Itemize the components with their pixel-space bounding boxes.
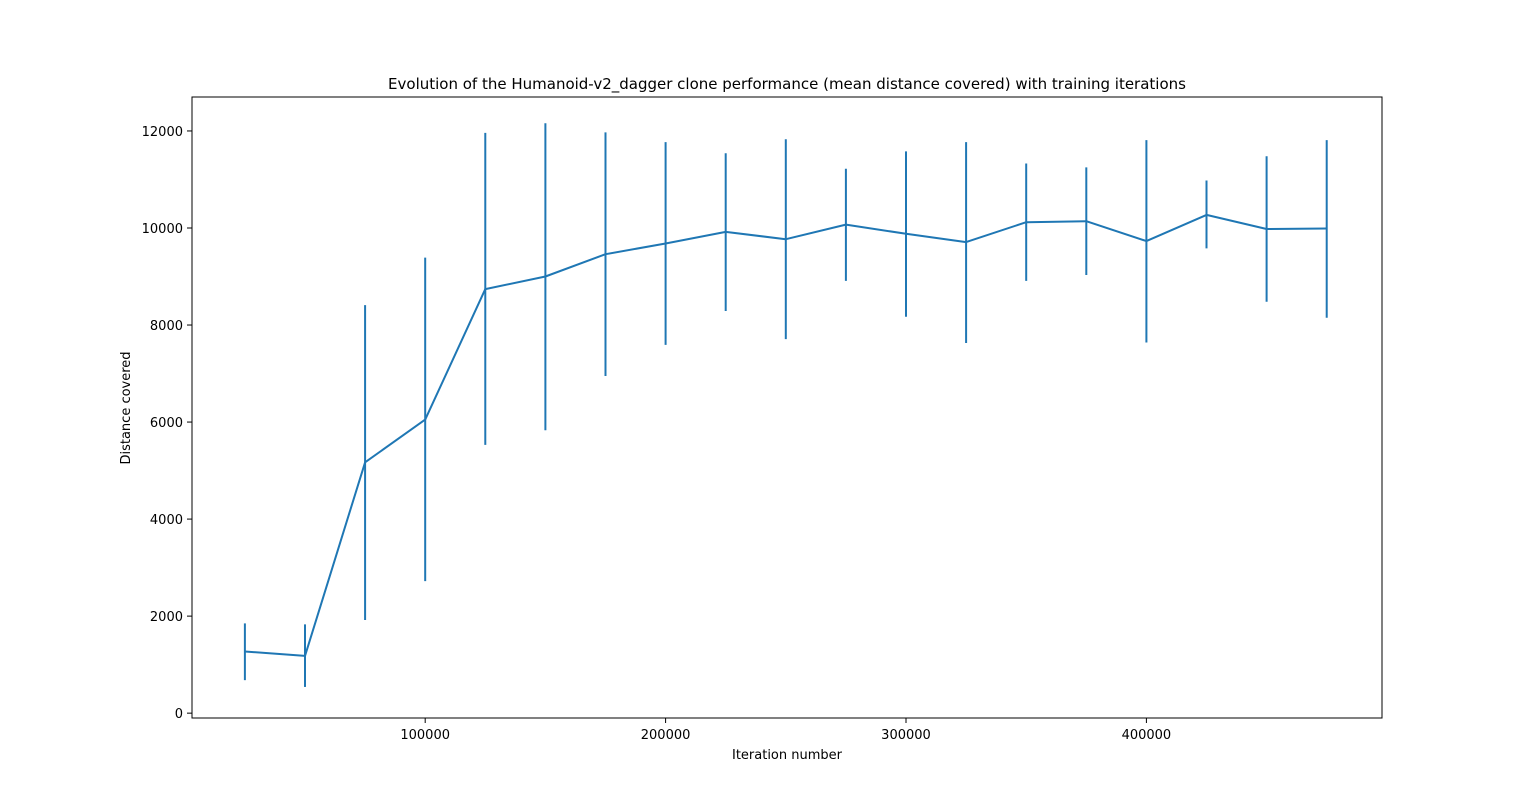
x-axis-ticks: 100000 200000 300000 400000 [400,718,1171,743]
x-axis-label: Iteration number [732,748,843,763]
y-tick-label: 6000 [150,416,183,431]
y-axis-label: Distance covered [119,351,134,464]
y-tick-label: 12000 [142,125,183,140]
chart-title: Evolution of the Humanoid-v2_dagger clon… [388,75,1186,94]
x-tick-label: 100000 [400,728,450,743]
y-tick-label: 10000 [142,222,183,237]
y-axis-ticks: 0 2000 4000 6000 8000 10000 12000 [142,125,192,722]
series-line [244,213,1327,657]
y-tick-label: 8000 [150,319,183,334]
y-tick-label: 2000 [150,610,183,625]
plot-area-frame [191,96,1383,719]
error-bars [243,123,1328,687]
x-tick-label: 400000 [1122,728,1172,743]
x-tick-label: 200000 [641,728,691,743]
x-tick-label: 300000 [881,728,931,743]
y-tick-label: 0 [175,707,183,722]
y-tick-label: 4000 [150,513,183,528]
